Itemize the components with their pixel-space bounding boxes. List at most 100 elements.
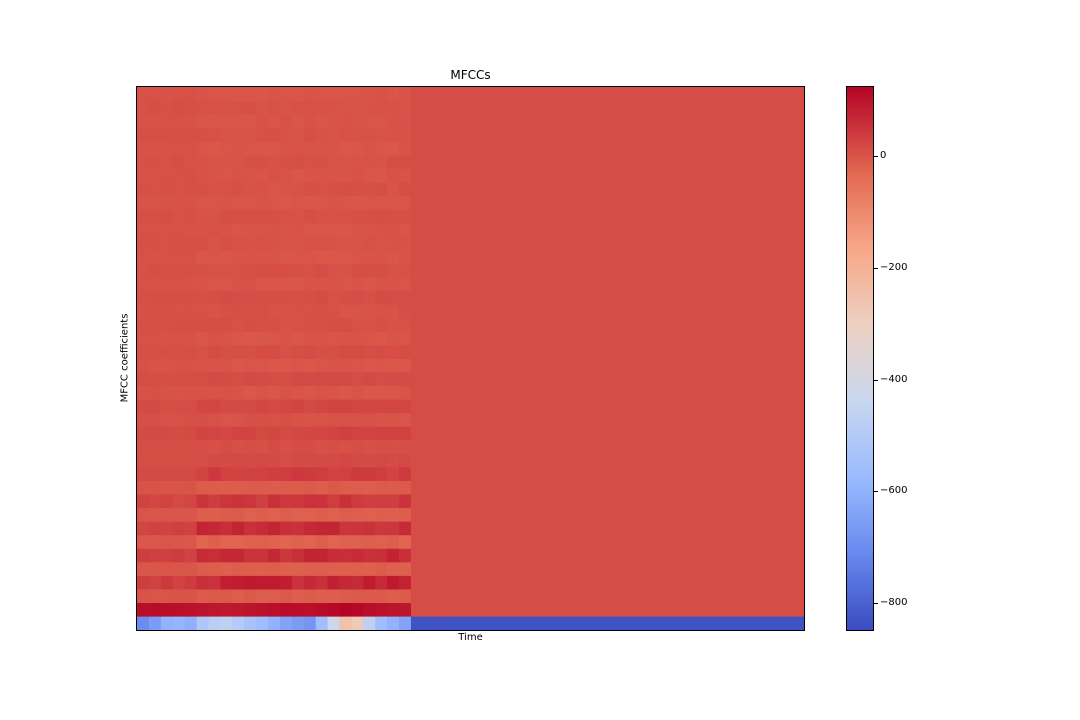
heatmap-cell [446,453,460,468]
heatmap-cell [315,141,329,156]
heatmap-cell [256,304,269,319]
heatmap-cell [399,398,412,414]
heatmap-cell [148,371,162,387]
heatmap-cell [184,222,198,237]
heatmap-cell [387,195,400,210]
heatmap-cell [160,398,174,414]
heatmap-cell [541,588,555,604]
heatmap-cell [780,453,793,468]
heatmap-cell [565,154,579,169]
heatmap-cell [232,371,245,387]
heatmap-cell [268,181,281,197]
heatmap-cell [637,317,650,332]
heatmap-cell [232,100,245,115]
heatmap-cell [768,426,781,441]
heatmap-cell [315,588,329,604]
heatmap-cell [375,358,388,373]
heatmap-cell [506,236,519,251]
heatmap-cell [708,209,722,224]
heatmap-cell [649,385,662,400]
heatmap-cell [220,398,233,414]
heatmap-cell [363,100,376,115]
heatmap-cell [399,209,412,224]
heatmap-cell [220,209,233,224]
heatmap-cell [696,344,710,359]
heatmap-cell [553,480,567,495]
heatmap-cell [565,209,579,224]
heatmap-cell [470,371,484,387]
heatmap-cell [351,114,364,129]
heatmap-cell [196,263,210,278]
heatmap-cell [410,236,424,251]
heatmap-cell [518,548,531,563]
heatmap-cell [684,561,698,576]
heatmap-cell [661,521,674,536]
heatmap-cell [268,263,281,278]
heatmap-cell [613,534,626,549]
heatmap-cell [446,331,460,346]
heatmap-cell [434,358,448,373]
heatmap-cell [672,344,686,359]
heatmap-cell [351,209,364,224]
heatmap-cell [208,141,221,156]
heatmap-cell [232,439,245,454]
heatmap-cell [387,507,400,522]
heatmap-cell [339,507,352,522]
heatmap-cell [768,412,781,427]
heatmap-cell [696,398,710,414]
heatmap-cell [613,398,626,414]
heatmap-cell [148,331,162,346]
heatmap-cell [792,480,804,495]
heatmap-cell [148,480,162,495]
heatmap-cell [303,398,317,414]
heatmap-cell [696,317,710,332]
heatmap-cell [375,534,388,549]
heatmap-cell [387,100,400,115]
heatmap-cell [494,426,507,441]
heatmap-cell [684,534,698,549]
heatmap-cell [232,249,245,264]
heatmap-cell [482,493,495,509]
heatmap-cell [649,561,662,576]
heatmap-cell [780,480,793,495]
heatmap-cell [410,263,424,278]
heatmap-cell [518,616,531,630]
heatmap-cell [410,141,424,156]
heatmap-cell [577,588,591,604]
heatmap-cell [137,276,150,292]
heatmap-cell [387,87,400,102]
heatmap-cell [756,195,769,210]
heatmap-cell [637,100,650,115]
heatmap-cell [148,412,162,427]
heatmap-cell [303,480,317,495]
heatmap-cell [220,439,233,454]
heatmap-cell [351,616,364,630]
heatmap-cell [399,331,412,346]
heatmap-cell [458,331,472,346]
heatmap-cell [363,317,376,332]
heatmap-cell [625,222,638,237]
heatmap-cell [291,181,305,197]
heatmap-cell [768,209,781,224]
heatmap-cell [291,195,305,210]
heatmap-cell [268,276,281,292]
heatmap-cell [351,602,364,617]
heatmap-cell [708,114,722,129]
heatmap-cell [565,87,579,102]
heatmap-cell [327,507,341,522]
heatmap-cell [172,602,186,617]
heatmap-cell [327,385,341,400]
heatmap-cell [327,344,341,359]
heatmap-cell [518,439,531,454]
heatmap-cell [684,87,698,102]
heatmap-cell [530,276,543,292]
heatmap-cell [482,249,495,264]
heatmap-cell [291,236,305,251]
heatmap-cell [768,521,781,536]
heatmap-cell [470,534,484,549]
heatmap-cell [541,493,555,509]
heatmap-cell [244,521,257,536]
heatmap-cell [494,141,507,156]
heatmap-cell [601,521,615,536]
heatmap-cell [184,493,198,509]
